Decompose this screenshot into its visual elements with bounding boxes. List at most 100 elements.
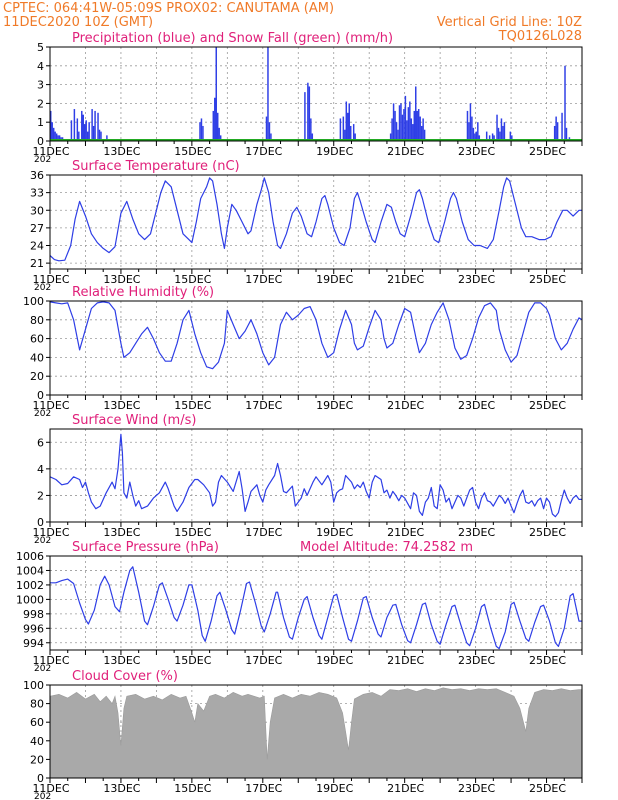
precip-bar [389,133,392,141]
precip-bar [416,110,418,141]
xtick-label: 25DEC [529,273,566,286]
precip-bar [344,129,346,141]
ytick-label: 80 [30,698,44,711]
precip-bar [270,133,272,141]
precip-bar [304,92,306,141]
precip-bar [349,125,352,141]
precip-bar [106,135,108,141]
precip-bar [555,116,557,141]
precip-bar [354,133,356,141]
precip-bar [212,110,215,141]
precip-bar [403,109,405,141]
xtick-label: 23DEC [458,273,495,286]
ytick-label: 36 [30,169,44,182]
precip-bar [410,118,413,141]
year-label-clipped: 202 [34,536,51,546]
xtick-label: 17DEC [245,399,282,412]
precip-bar [417,109,420,141]
precip-bar [73,109,76,141]
xtick-label: 15DEC [174,273,211,286]
precip-bar [413,110,416,141]
precip-bar [214,97,216,141]
precip-bar [267,47,269,141]
xtick-label: 11DEC [32,654,69,667]
xtick-label: 13DEC [103,145,140,158]
xtick-label: 19DEC [316,273,353,286]
precip-bar [468,122,470,141]
precip-bar [85,120,87,141]
ytick-label: 24 [30,240,44,253]
ytick-label: 5 [37,41,44,54]
xtick-label: 23DEC [458,654,495,667]
precip-bar [499,131,501,141]
xtick-label: 23DEC [458,145,495,158]
xtick-label: 11DEC [32,399,69,412]
ytick-label: 21 [30,257,44,270]
precip-bar [339,118,342,141]
xtick-label: 17DEC [245,654,282,667]
precip-bar [81,110,83,141]
precip-bar [401,114,404,141]
precip-bar [469,103,472,141]
precip-bar [88,122,90,141]
precip-bar [308,86,311,141]
precip-bar [475,131,478,141]
rh-frame [49,300,583,396]
precip-bar [485,131,488,141]
ytick-label: 2 [37,489,44,502]
precip-bar [497,127,500,141]
xtick-label: 17DEC [245,526,282,539]
xtick-label: 25DEC [529,145,566,158]
precip-bar [395,122,398,141]
precip-bar [78,131,80,141]
xtick-label: 11DEC [32,526,69,539]
precip-bar [392,103,395,141]
ytick-label: 0 [37,516,44,529]
year-label-clipped: 202 [34,664,51,674]
ytick-label: 1002 [16,579,44,592]
precip-bar [265,116,268,141]
precip-bar [268,122,271,141]
precip-bar [415,86,417,141]
precip-bar [92,125,95,141]
xtick-label: 15DEC [174,654,211,667]
ytick-label: 1006 [16,550,44,563]
precip-bar [509,131,512,141]
precip-bar [472,127,475,141]
precip-bar [342,116,345,141]
precip-bar [511,135,513,141]
precip-bar [400,103,402,141]
precip-bar [412,124,414,141]
precip-bar [347,112,349,141]
xtick-label: 13DEC [103,654,140,667]
precip-bar [91,109,93,141]
header-grid-note: Vertical Grid Line: 10Z [437,15,582,30]
precip-bar [199,122,201,141]
precip-bar [218,127,220,141]
ytick-label: 0 [37,389,44,402]
precip-bar [409,101,411,141]
ytick-label: 1 [37,116,44,129]
precip-bar [216,112,219,141]
ytick-label: 60 [30,333,44,346]
ytick-label: 40 [30,351,44,364]
xtick-label: 21DEC [387,526,424,539]
precip-bar [51,122,53,141]
ytick-label: 100 [23,295,44,308]
precip-bar [52,127,55,141]
ytick-label: 4 [37,463,44,476]
precip-bar [474,133,476,141]
ytick-label: 40 [30,735,44,748]
xtick-label: 15DEC [174,399,211,412]
ytick-label: 0 [37,135,44,148]
precip-bar [422,118,424,141]
temp-title: Surface Temperature (nC) [72,159,240,174]
precip-bar [423,129,426,141]
wind-title: Surface Wind (m/s) [72,413,196,428]
xtick-label: 17DEC [245,145,282,158]
xtick-label: 23DEC [458,399,495,412]
ytick-label: 4 [37,60,44,73]
precip-bar [310,118,312,141]
ytick-label: 20 [30,370,44,383]
